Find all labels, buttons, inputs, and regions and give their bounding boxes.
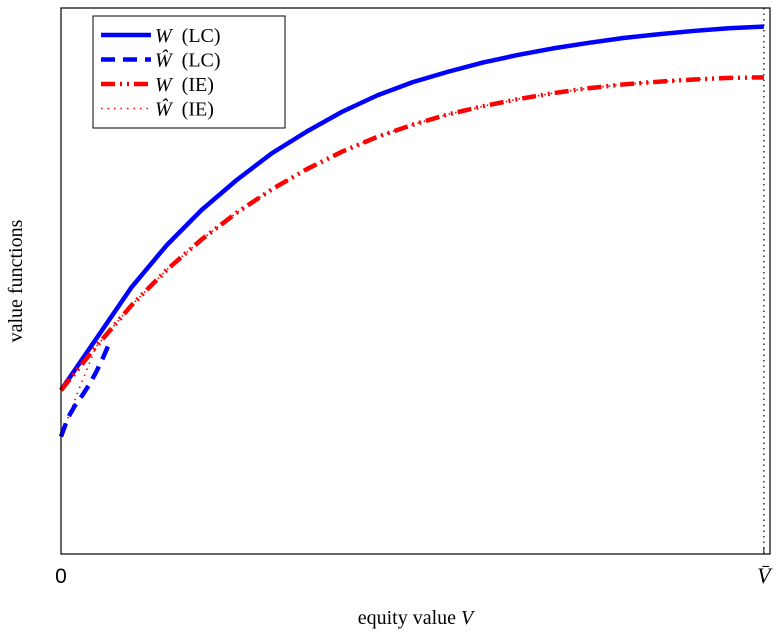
axes-frame: [60, 7, 771, 555]
legend-label: W (IE): [155, 74, 214, 96]
x-axis-label: equity value V: [358, 607, 476, 629]
x-tick-label: V̄: [757, 563, 773, 588]
x-axis-label-text: equity value: [358, 607, 461, 629]
series-line-0: [59, 24, 764, 392]
legend-items: W (LC)Ŵ (LC)W (IE)Ŵ (IE): [101, 25, 221, 121]
x-axis-label-symbol: V: [461, 607, 476, 629]
x-axis-ticks: 0 V̄: [55, 547, 773, 588]
plot-area: [58, 8, 765, 554]
series-line-1: [58, 340, 113, 438]
series-line-3: [60, 76, 764, 437]
legend-label: Ŵ (IE): [155, 97, 214, 121]
legend: W (LC)Ŵ (LC)W (IE)Ŵ (IE): [92, 15, 286, 129]
legend-label: W (LC): [155, 25, 221, 47]
legend-label: Ŵ (LC): [155, 48, 221, 72]
x-tick-label: 0: [55, 565, 67, 588]
y-axis-label: value functions: [5, 219, 27, 342]
series-line-2: [59, 75, 764, 392]
